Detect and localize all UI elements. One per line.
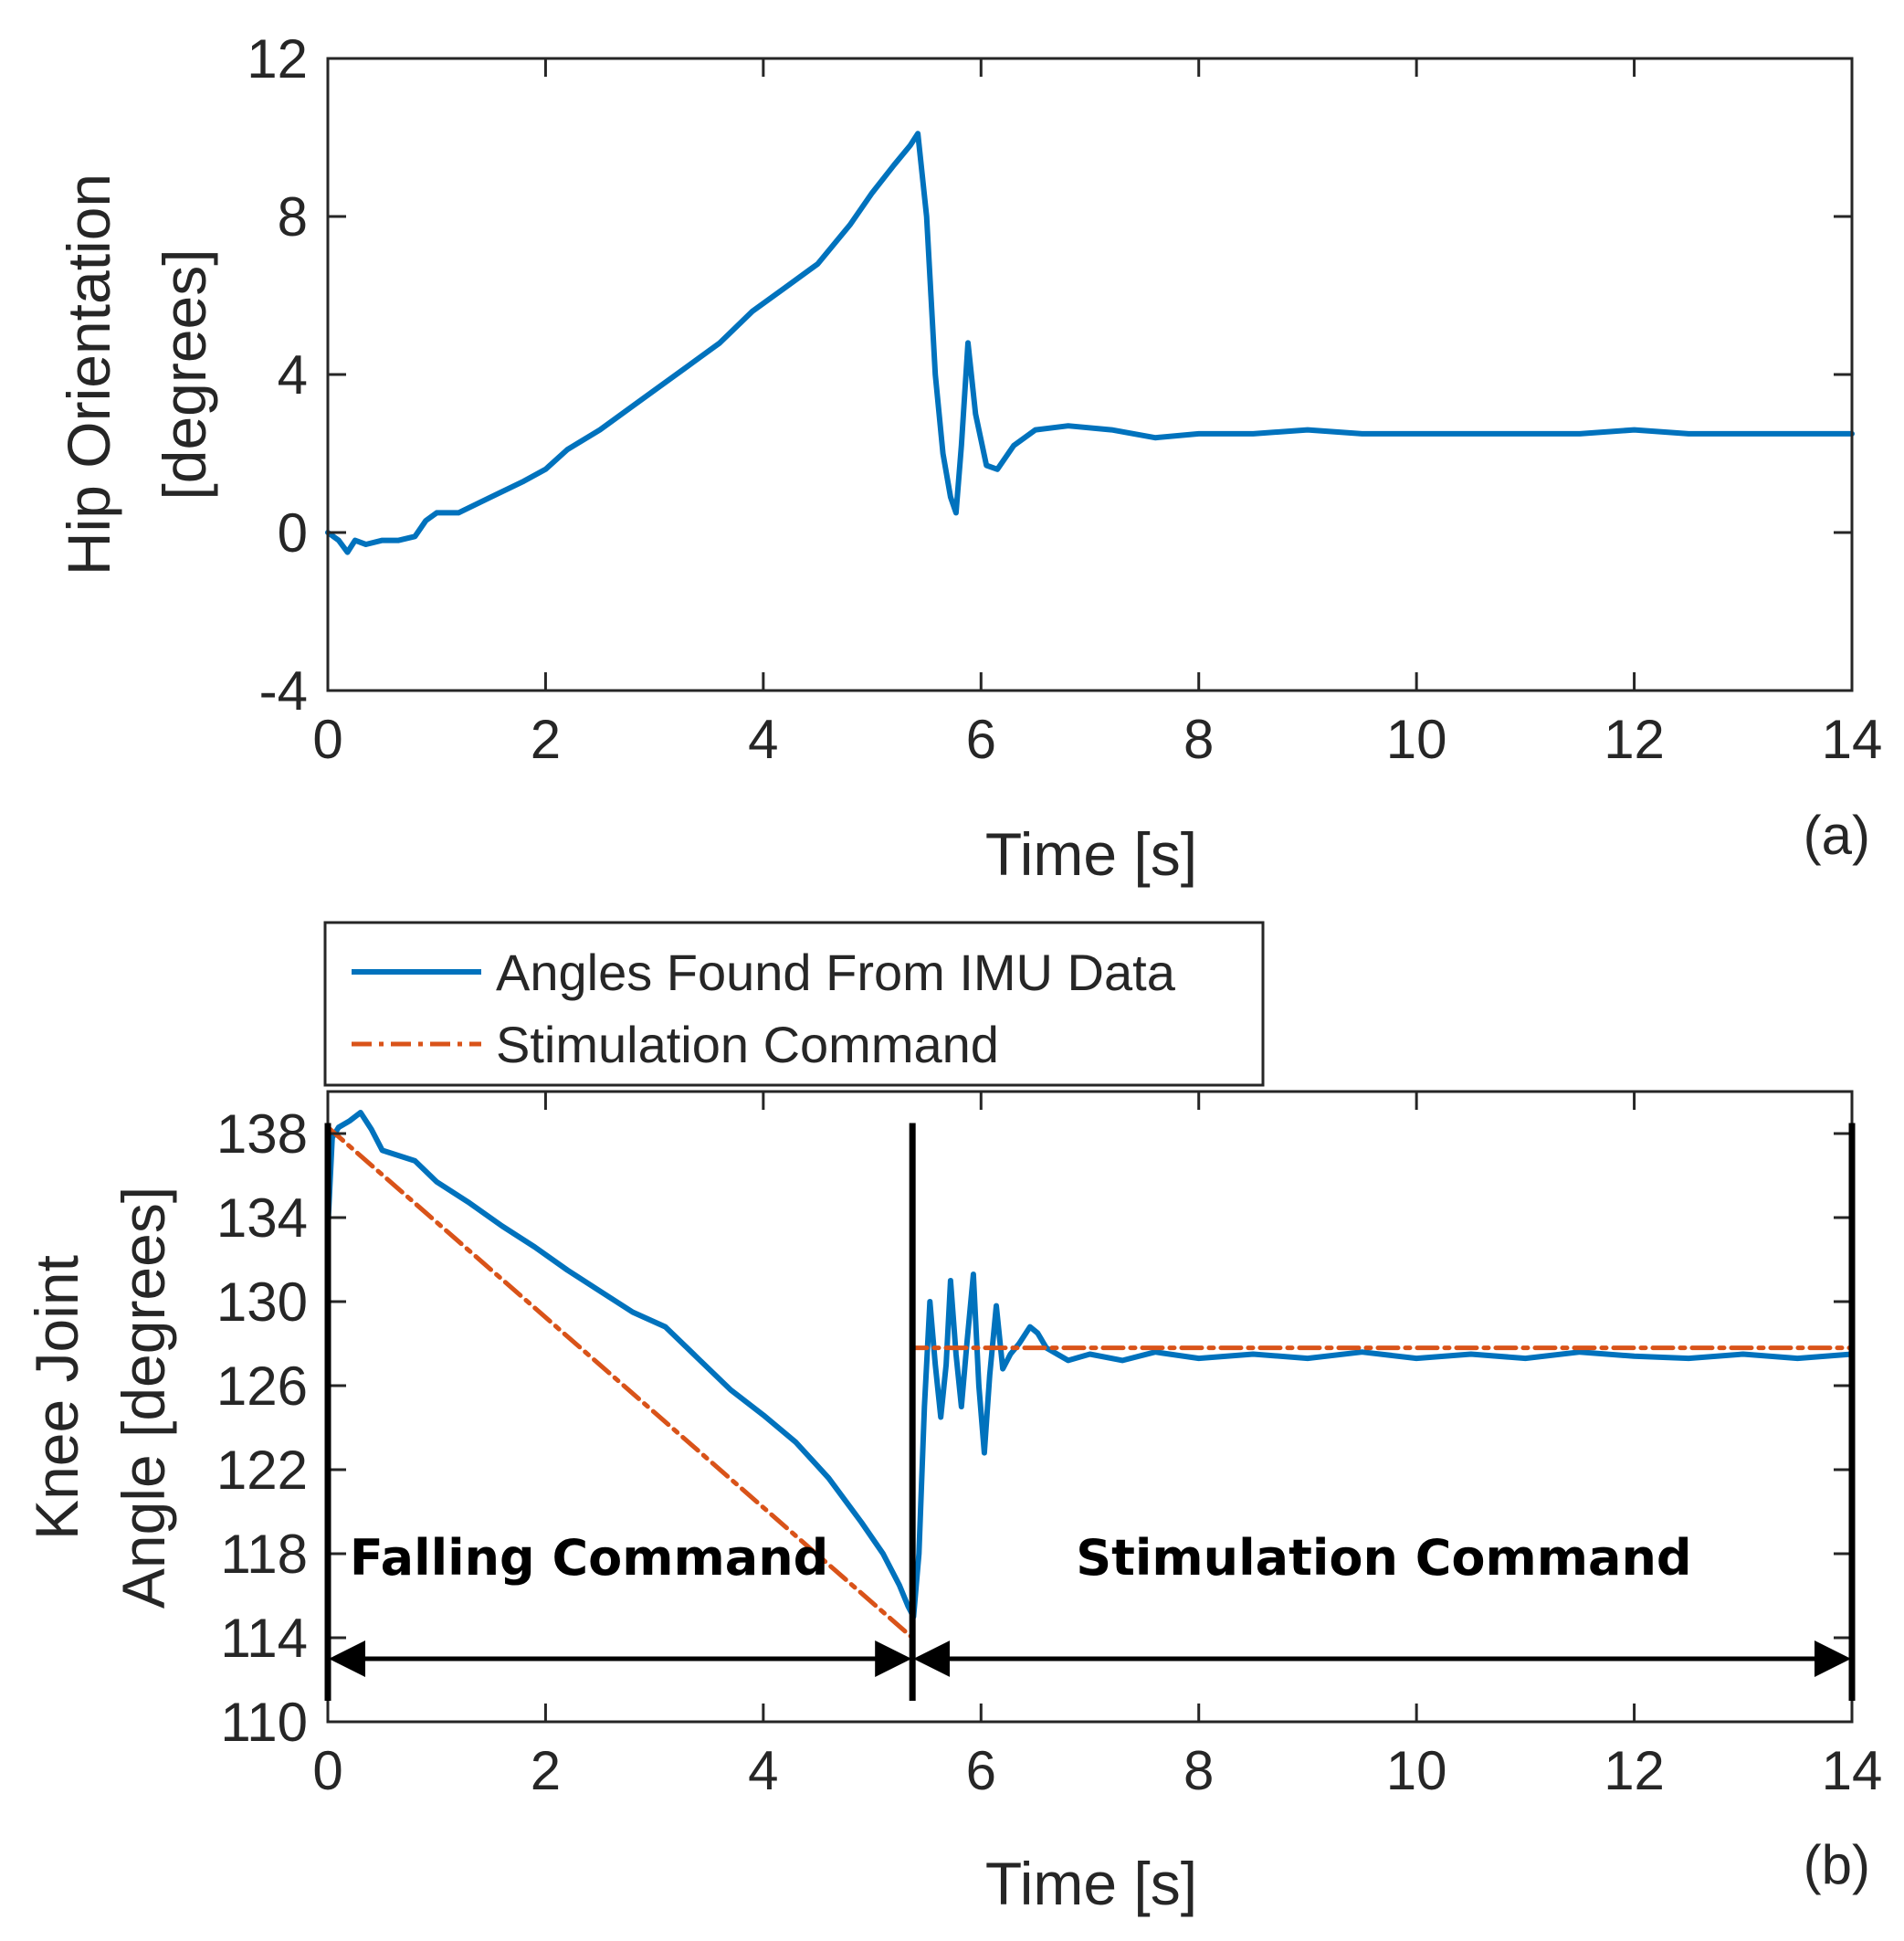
phase-annotation: Stimulation Command bbox=[1076, 1529, 1691, 1587]
y-tick-label: 8 bbox=[278, 186, 308, 248]
x-tick-label: 0 bbox=[312, 1740, 342, 1801]
panel-b-tag: (b) bbox=[1804, 1834, 1870, 1895]
x-tick-label: 4 bbox=[748, 709, 778, 770]
legend-label-command: Stimulation Command bbox=[496, 1016, 999, 1073]
y-tick-label: 110 bbox=[220, 1692, 308, 1753]
x-tick-label: 6 bbox=[966, 709, 996, 770]
panel-b-ticks: 0 2 4 6 8 10 12 14 110 114 118 122 126 130 134 138 bbox=[216, 1092, 1882, 1801]
x-tick-label: 12 bbox=[1604, 709, 1665, 770]
panel-b-ylabel-line2: Angle [degrees] bbox=[110, 1187, 177, 1609]
x-tick-label: 8 bbox=[1183, 1740, 1214, 1801]
panel-b-axes-box bbox=[326, 1090, 1854, 1724]
x-tick-label: 12 bbox=[1604, 1740, 1665, 1801]
x-tick-label: 2 bbox=[531, 1740, 561, 1801]
y-tick-label: 114 bbox=[220, 1608, 308, 1669]
panel-a-marks bbox=[325, 131, 1855, 555]
legend-label-imu: Angles Found From IMU Data bbox=[496, 944, 1176, 1001]
phase-annotation: Falling Command bbox=[350, 1529, 828, 1587]
chart-panel-knee: 0 2 4 6 8 10 12 14 110 114 118 122 126 130 134 138 Fall… bbox=[23, 921, 1882, 1917]
y-tick-label: 122 bbox=[216, 1440, 308, 1501]
y-tick-label: 12 bbox=[247, 28, 308, 90]
panel-a-tag: (a) bbox=[1804, 805, 1870, 866]
y-tick-label: 138 bbox=[216, 1103, 308, 1165]
y-tick-label: 0 bbox=[278, 502, 308, 564]
panel-a-axes-box bbox=[326, 57, 1854, 692]
x-tick-label: 4 bbox=[748, 1740, 778, 1801]
panel-b-xlabel: Time [s] bbox=[985, 1850, 1197, 1917]
panel-a-ylabel-line2: [degrees] bbox=[151, 248, 218, 500]
x-tick-label: 6 bbox=[966, 1740, 996, 1801]
x-tick-label: 2 bbox=[531, 709, 561, 770]
x-tick-label: 10 bbox=[1386, 709, 1447, 770]
y-tick-label: 134 bbox=[216, 1187, 308, 1249]
x-tick-label: 14 bbox=[1822, 1740, 1883, 1801]
legend: Angles Found From IMU Data Stimulation C… bbox=[323, 921, 1265, 1087]
x-tick-label: 10 bbox=[1386, 1740, 1447, 1801]
panel-b-ylabel-line1: Knee Joint bbox=[23, 1255, 90, 1540]
panel-a-ylabel-line1: Hip Orientation bbox=[55, 174, 122, 575]
series-line-hip-orientation bbox=[325, 131, 1855, 555]
y-tick-label: 4 bbox=[278, 344, 308, 406]
y-tick-label: -4 bbox=[259, 660, 308, 722]
panel-a-xlabel: Time [s] bbox=[985, 820, 1197, 888]
x-tick-label: 8 bbox=[1183, 709, 1214, 770]
series-line-angles-found-from-imu-data bbox=[325, 1110, 1855, 1619]
x-tick-label: 14 bbox=[1822, 709, 1883, 770]
x-tick-label: 0 bbox=[312, 709, 342, 770]
legend-box bbox=[323, 921, 1265, 1087]
y-tick-label: 130 bbox=[216, 1271, 308, 1333]
y-tick-label: 118 bbox=[220, 1524, 308, 1585]
panel-b-overlays: Falling Command Stimulation Command bbox=[324, 1123, 1856, 1701]
y-tick-label: 126 bbox=[216, 1356, 308, 1417]
